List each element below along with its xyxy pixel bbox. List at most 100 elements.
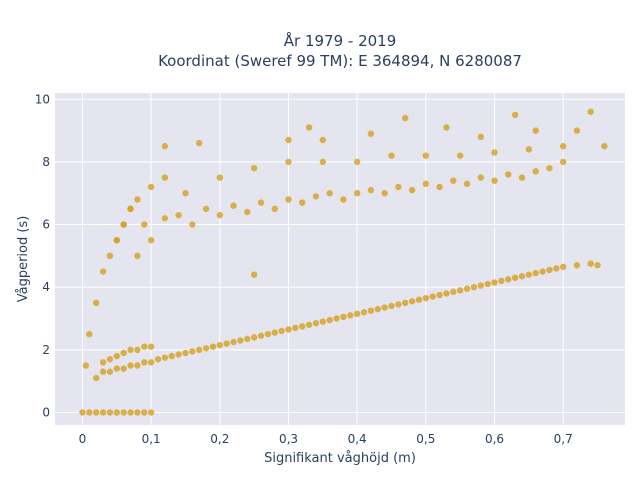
- data-point: [113, 237, 121, 244]
- data-point: [120, 349, 127, 357]
- x-tick-label: 0,3: [279, 432, 298, 446]
- data-point: [127, 362, 134, 369]
- data-point: [202, 345, 210, 352]
- data-point: [477, 174, 484, 181]
- data-point: [202, 205, 210, 213]
- data-point: [601, 143, 608, 150]
- data-point: [99, 268, 107, 275]
- data-point: [505, 171, 512, 178]
- data-point: [120, 409, 127, 416]
- data-point: [182, 190, 189, 197]
- data-point: [436, 183, 443, 191]
- data-point: [436, 291, 443, 299]
- data-point: [189, 221, 196, 228]
- data-point: [319, 136, 327, 144]
- data-point: [264, 330, 272, 338]
- data-point: [299, 199, 306, 206]
- data-point: [353, 158, 361, 166]
- data-point: [113, 352, 121, 360]
- data-point: [127, 409, 134, 416]
- data-point: [559, 158, 567, 166]
- x-tick-label: 0,4: [348, 432, 367, 446]
- data-point: [546, 164, 553, 172]
- data-point: [463, 285, 471, 292]
- data-point: [491, 177, 498, 184]
- data-point: [299, 323, 306, 330]
- data-point: [113, 365, 121, 372]
- data-point: [484, 280, 491, 288]
- data-point: [518, 174, 526, 181]
- data-point: [532, 269, 539, 277]
- data-point: [147, 343, 155, 350]
- data-point: [408, 186, 416, 194]
- data-point: [498, 277, 505, 285]
- data-point: [312, 193, 320, 200]
- data-point: [285, 196, 292, 203]
- data-point: [456, 287, 464, 294]
- data-point: [470, 283, 478, 291]
- data-point: [113, 409, 121, 416]
- data-point: [367, 186, 375, 194]
- data-point: [347, 312, 354, 319]
- data-point: [305, 124, 313, 131]
- data-point: [594, 262, 601, 269]
- data-point: [422, 152, 430, 159]
- data-point: [134, 346, 141, 354]
- data-point: [285, 158, 292, 166]
- data-point: [244, 208, 251, 216]
- data-point: [381, 304, 388, 311]
- y-tick-label: 2: [42, 343, 50, 357]
- data-point: [106, 368, 114, 375]
- data-point: [161, 354, 169, 361]
- data-point: [99, 368, 107, 375]
- chart-subtitle: Koordinat (Sweref 99 TM): E 364894, N 62…: [158, 52, 522, 70]
- data-point: [292, 324, 299, 332]
- data-point: [93, 374, 100, 382]
- data-point: [353, 310, 361, 318]
- data-point: [147, 359, 155, 366]
- x-tick-label: 0: [79, 432, 87, 446]
- data-point: [553, 265, 560, 272]
- data-point: [381, 190, 388, 197]
- data-point: [587, 260, 594, 267]
- data-point: [408, 298, 416, 305]
- data-point: [326, 316, 333, 324]
- data-point: [120, 221, 127, 228]
- data-point: [196, 139, 203, 147]
- data-point: [250, 271, 258, 278]
- data-point: [99, 409, 107, 416]
- data-point: [559, 143, 567, 150]
- x-tick-label: 0,2: [210, 432, 229, 446]
- data-point: [525, 271, 533, 278]
- data-point: [147, 183, 155, 191]
- tick-labels: 0 0,1 0,2 0,3 0,4 0,5 0,6 0,7 0 2 4 6 8 10: [35, 92, 573, 446]
- data-point: [154, 356, 162, 363]
- data-point: [573, 262, 581, 269]
- data-point: [312, 320, 320, 327]
- data-point: [395, 301, 402, 308]
- data-point: [333, 315, 340, 322]
- data-point: [285, 326, 292, 333]
- data-point: [106, 356, 114, 363]
- data-point: [99, 359, 107, 366]
- y-tick-label: 6: [42, 218, 50, 232]
- data-point: [319, 158, 327, 166]
- data-point: [141, 343, 148, 350]
- y-tick-label: 4: [42, 280, 50, 294]
- data-point: [257, 199, 265, 206]
- data-point: [93, 409, 100, 416]
- data-point: [141, 359, 148, 366]
- data-point: [257, 332, 265, 339]
- data-point: [134, 362, 141, 369]
- data-point: [189, 348, 196, 355]
- data-point: [587, 108, 594, 115]
- data-point: [388, 152, 395, 159]
- data-point: [250, 334, 258, 341]
- data-point: [161, 143, 169, 150]
- data-point: [491, 279, 498, 286]
- data-point: [230, 338, 237, 346]
- data-point: [402, 114, 409, 122]
- data-point: [127, 346, 134, 354]
